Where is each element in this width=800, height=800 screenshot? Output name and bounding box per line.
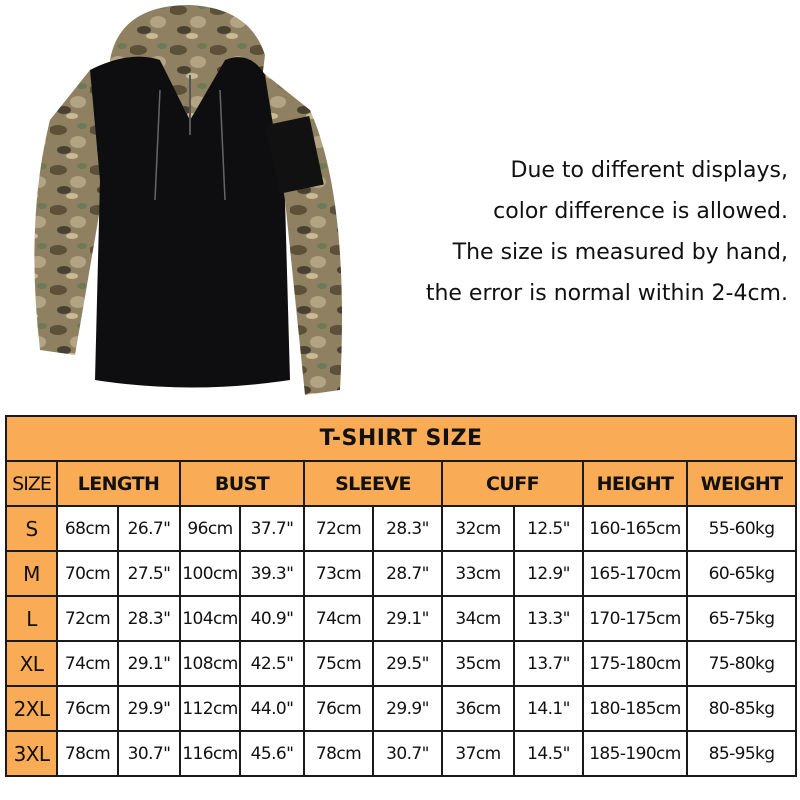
table-cell: 60-65kg [685,550,798,597]
table-cell: 29.1" [372,595,443,642]
header-size: SIZE [5,460,58,507]
note-line: The size is measured by hand, [452,240,788,265]
disclaimer-notes: Due to different displays, color differe… [426,150,788,314]
table-cell: 14.1" [513,685,584,732]
table-cell: 180-185cm [582,685,688,732]
table-cell: 116cm [179,730,241,777]
table-cell: 33cm [441,550,515,597]
table-cell: 42.5" [239,640,305,687]
table-cell: 96cm [179,505,241,552]
table-row: 3XL 78cm 30.7" 116cm 45.6" 78cm 30.7" 37cm 14.5"… [5,730,798,777]
table-cell: 44.0" [239,685,305,732]
table-cell: 104cm [179,595,241,642]
table-cell: 28.7" [372,550,443,597]
table-cell: 40.9" [239,595,305,642]
table-cell: 29.1" [117,640,181,687]
table-cell: 13.7" [513,640,584,687]
table-cell: 76cm [56,685,119,732]
table-cell: 100cm [179,550,241,597]
table-cell: 112cm [179,685,241,732]
table-cell: 27.5" [117,550,181,597]
table-cell: 76cm [303,685,374,732]
header-cuff: CUFF [441,460,584,507]
header-height: HEIGHT [582,460,688,507]
table-cell: 185-190cm [582,730,688,777]
table-cell: 73cm [303,550,374,597]
table-cell: 74cm [303,595,374,642]
size-label: 3XL [5,730,58,777]
table-cell: 75-80kg [685,640,798,687]
note-line: color difference is allowed. [493,199,788,224]
table-cell: 14.5" [513,730,584,777]
note-line: Due to different displays, [510,158,789,183]
table-cell: 160-165cm [582,505,688,552]
table-cell: 29.5" [372,640,443,687]
table-cell: 75cm [303,640,374,687]
table-cell: 29.9" [372,685,443,732]
table-cell: 37cm [441,730,515,777]
table-cell: 30.7" [372,730,443,777]
table-cell: 78cm [56,730,119,777]
size-label: 2XL [5,685,58,732]
table-title: T-SHIRT SIZE [4,415,798,462]
table-cell: 85-95kg [685,730,798,777]
table-cell: 35cm [441,640,515,687]
header-sleeve: SLEEVE [303,460,443,507]
table-cell: 72cm [56,595,119,642]
table-cell: 34cm [441,595,515,642]
table-cell: 45.6" [239,730,305,777]
table-cell: 175-180cm [582,640,688,687]
size-label: XL [5,640,58,687]
table-cell: 36cm [441,685,515,732]
table-cell: 39.3" [239,550,305,597]
table-cell: 30.7" [117,730,181,777]
header-bust: BUST [179,460,305,507]
size-chart-table: T-SHIRT SIZE SIZE LENGTH BUST SLEEVE CUF… [4,415,798,777]
header-weight: WEIGHT [685,460,798,507]
size-label: M [5,550,58,597]
table-cell: 26.7" [117,505,181,552]
table-cell: 72cm [303,505,374,552]
table-cell: 78cm [303,730,374,777]
table-cell: 28.3" [372,505,443,552]
table-cell: 68cm [56,505,119,552]
table-cell: 55-60kg [685,505,798,552]
table-cell: 80-85kg [685,685,798,732]
table-row: 2XL 76cm 29.9" 112cm 44.0" 76cm 29.9" 36cm 14.1"… [5,685,798,732]
table-row: S 68cm 26.7" 96cm 37.7" 72cm 28.3" 32cm 12.5" 160… [5,505,798,552]
size-label: L [5,595,58,642]
table-row: XL 74cm 29.1" 108cm 42.5" 75cm 29.5" 35cm 13.7" 1… [5,640,798,687]
table-cell: 32cm [441,505,515,552]
table-cell: 170-175cm [582,595,688,642]
table-row: M 70cm 27.5" 100cm 39.3" 73cm 28.7" 33cm 12.9" 16… [5,550,798,597]
header-row: SIZE LENGTH BUST SLEEVE CUFF HEIGHT WEIG… [5,460,798,507]
table-cell: 165-170cm [582,550,688,597]
table-cell: 37.7" [239,505,305,552]
table-cell: 74cm [56,640,119,687]
table-cell: 28.3" [117,595,181,642]
note-line: the error is normal within 2-4cm. [425,281,788,306]
product-photo-shirt [34,5,342,395]
table-cell: 12.5" [513,505,584,552]
table-cell: 65-75kg [685,595,798,642]
table-cell: 29.9" [117,685,181,732]
size-label: S [5,505,58,552]
table-cell: 12.9" [513,550,584,597]
table-cell: 108cm [179,640,241,687]
table-cell: 70cm [56,550,119,597]
table-cell: 13.3" [513,595,584,642]
table-row: L 72cm 28.3" 104cm 40.9" 74cm 29.1" 34cm 13.3" 17… [5,595,798,642]
header-length: LENGTH [56,460,181,507]
